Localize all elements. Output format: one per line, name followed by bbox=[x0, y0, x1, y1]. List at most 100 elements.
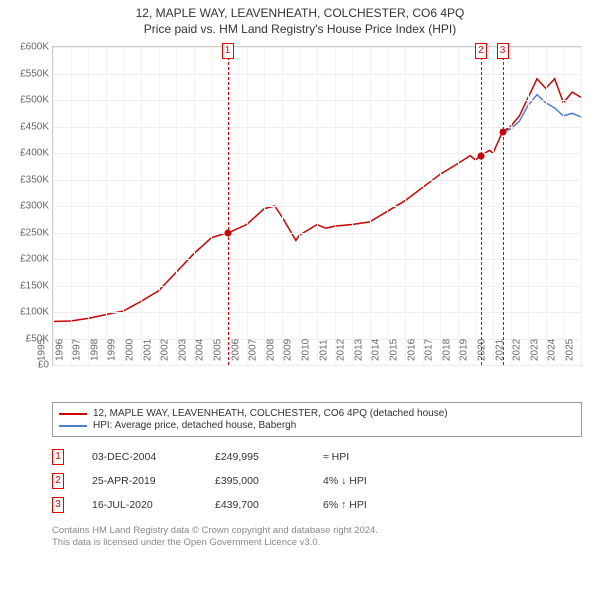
x-axis-tick: 2017 bbox=[424, 339, 435, 365]
x-gridline bbox=[106, 47, 107, 365]
x-gridline bbox=[370, 47, 371, 365]
x-axis-tick: 2013 bbox=[353, 339, 364, 365]
title-address: 12, MAPLE WAY, LEAVENHEATH, COLCHESTER, … bbox=[10, 6, 590, 20]
y-axis-tick: £450K bbox=[20, 121, 53, 132]
footer-line1: Contains HM Land Registry data © Crown c… bbox=[52, 525, 582, 537]
x-gridline bbox=[387, 47, 388, 365]
x-axis-tick: 2020 bbox=[477, 339, 488, 365]
x-axis-tick: 2001 bbox=[142, 339, 153, 365]
transaction-number: 3 bbox=[52, 497, 64, 513]
transaction-row: 2 25-APR-2019 £395,000 4% ↓ HPI bbox=[52, 469, 582, 493]
x-gridline bbox=[475, 47, 476, 365]
x-gridline bbox=[159, 47, 160, 365]
transaction-marker-dot bbox=[477, 152, 484, 159]
transaction-marker-dot bbox=[224, 229, 231, 236]
y-axis-tick: £300K bbox=[20, 201, 53, 212]
x-gridline bbox=[71, 47, 72, 365]
transaction-marker-label: 1 bbox=[222, 43, 234, 59]
x-gridline bbox=[440, 47, 441, 365]
x-gridline bbox=[405, 47, 406, 365]
transaction-hpi: 4% ↓ HPI bbox=[323, 475, 403, 487]
x-gridline bbox=[53, 47, 54, 365]
x-axis-tick: 2003 bbox=[177, 339, 188, 365]
x-gridline bbox=[229, 47, 230, 365]
transaction-hpi: ≈ HPI bbox=[323, 451, 403, 463]
x-gridline bbox=[176, 47, 177, 365]
title-subtitle: Price paid vs. HM Land Registry's House … bbox=[10, 22, 590, 36]
x-axis-tick: 2002 bbox=[160, 339, 171, 365]
y-axis-tick: £600K bbox=[20, 42, 53, 53]
x-gridline bbox=[458, 47, 459, 365]
footer-line2: This data is licensed under the Open Gov… bbox=[52, 537, 582, 549]
y-axis-tick: £400K bbox=[20, 148, 53, 159]
x-gridline bbox=[563, 47, 564, 365]
x-axis-tick: 1998 bbox=[89, 339, 100, 365]
x-axis-tick: 2008 bbox=[265, 339, 276, 365]
y-axis-tick: £100K bbox=[20, 307, 53, 318]
x-gridline bbox=[211, 47, 212, 365]
transaction-marker-label: 2 bbox=[475, 43, 487, 59]
x-axis-tick: 2000 bbox=[125, 339, 136, 365]
x-axis-tick: 2009 bbox=[283, 339, 294, 365]
x-gridline bbox=[247, 47, 248, 365]
y-axis-tick: £550K bbox=[20, 68, 53, 79]
transaction-number: 1 bbox=[52, 449, 64, 465]
legend: 12, MAPLE WAY, LEAVENHEATH, COLCHESTER, … bbox=[52, 402, 582, 437]
y-axis-tick: £150K bbox=[20, 280, 53, 291]
chart-container: £0£50K£100K£150K£200K£250K£300K£350K£400… bbox=[52, 46, 582, 396]
transactions-table: 1 03-DEC-2004 £249,995 ≈ HPI 2 25-APR-2019 £39… bbox=[52, 445, 582, 517]
y-axis-tick: £500K bbox=[20, 95, 53, 106]
x-gridline bbox=[264, 47, 265, 365]
x-gridline bbox=[194, 47, 195, 365]
x-axis-tick: 2010 bbox=[301, 339, 312, 365]
x-gridline bbox=[581, 47, 582, 365]
x-gridline bbox=[88, 47, 89, 365]
x-axis-tick: 2015 bbox=[389, 339, 400, 365]
x-axis-tick: 2023 bbox=[529, 339, 540, 365]
x-axis-tick: 1995 bbox=[37, 339, 48, 365]
x-axis-tick: 1997 bbox=[72, 339, 83, 365]
x-axis-tick: 1999 bbox=[107, 339, 118, 365]
x-axis-tick: 2016 bbox=[406, 339, 417, 365]
x-gridline bbox=[493, 47, 494, 365]
x-gridline bbox=[335, 47, 336, 365]
transaction-price: £439,700 bbox=[215, 499, 295, 511]
x-gridline bbox=[282, 47, 283, 365]
chart-title: 12, MAPLE WAY, LEAVENHEATH, COLCHESTER, … bbox=[0, 0, 600, 38]
y-axis-tick: £350K bbox=[20, 174, 53, 185]
x-axis-tick: 2025 bbox=[565, 339, 576, 365]
transaction-price: £249,995 bbox=[215, 451, 295, 463]
x-axis-tick: 1996 bbox=[54, 339, 65, 365]
x-gridline bbox=[546, 47, 547, 365]
legend-swatch bbox=[59, 413, 87, 415]
y-axis-tick: £200K bbox=[20, 254, 53, 265]
x-gridline bbox=[423, 47, 424, 365]
x-axis-tick: 2012 bbox=[336, 339, 347, 365]
x-axis-tick: 2014 bbox=[371, 339, 382, 365]
x-gridline bbox=[299, 47, 300, 365]
transaction-date: 25-APR-2019 bbox=[92, 475, 187, 487]
plot-area: £0£50K£100K£150K£200K£250K£300K£350K£400… bbox=[52, 46, 582, 366]
x-axis-tick: 2004 bbox=[195, 339, 206, 365]
x-gridline bbox=[123, 47, 124, 365]
transaction-date: 03-DEC-2004 bbox=[92, 451, 187, 463]
legend-label: 12, MAPLE WAY, LEAVENHEATH, COLCHESTER, … bbox=[93, 408, 448, 419]
transaction-marker-dot bbox=[499, 128, 506, 135]
x-gridline bbox=[141, 47, 142, 365]
transaction-price: £395,000 bbox=[215, 475, 295, 487]
x-axis-tick: 2006 bbox=[230, 339, 241, 365]
legend-item: 12, MAPLE WAY, LEAVENHEATH, COLCHESTER, … bbox=[59, 408, 575, 419]
transaction-number: 2 bbox=[52, 473, 64, 489]
footer-attribution: Contains HM Land Registry data © Crown c… bbox=[52, 525, 582, 550]
transaction-row: 316-JUL-2020£439,7006% ↑ HPI bbox=[52, 493, 582, 517]
x-gridline bbox=[511, 47, 512, 365]
legend-label: HPI: Average price, detached house, Babe… bbox=[93, 420, 296, 431]
x-axis-tick: 2024 bbox=[547, 339, 558, 365]
y-gridline bbox=[53, 365, 581, 366]
transaction-marker-line bbox=[228, 47, 229, 365]
x-axis-tick: 2022 bbox=[512, 339, 523, 365]
transaction-hpi: 6% ↑ HPI bbox=[323, 499, 403, 511]
x-axis-tick: 2018 bbox=[441, 339, 452, 365]
x-gridline bbox=[528, 47, 529, 365]
transaction-marker-line bbox=[481, 47, 482, 365]
